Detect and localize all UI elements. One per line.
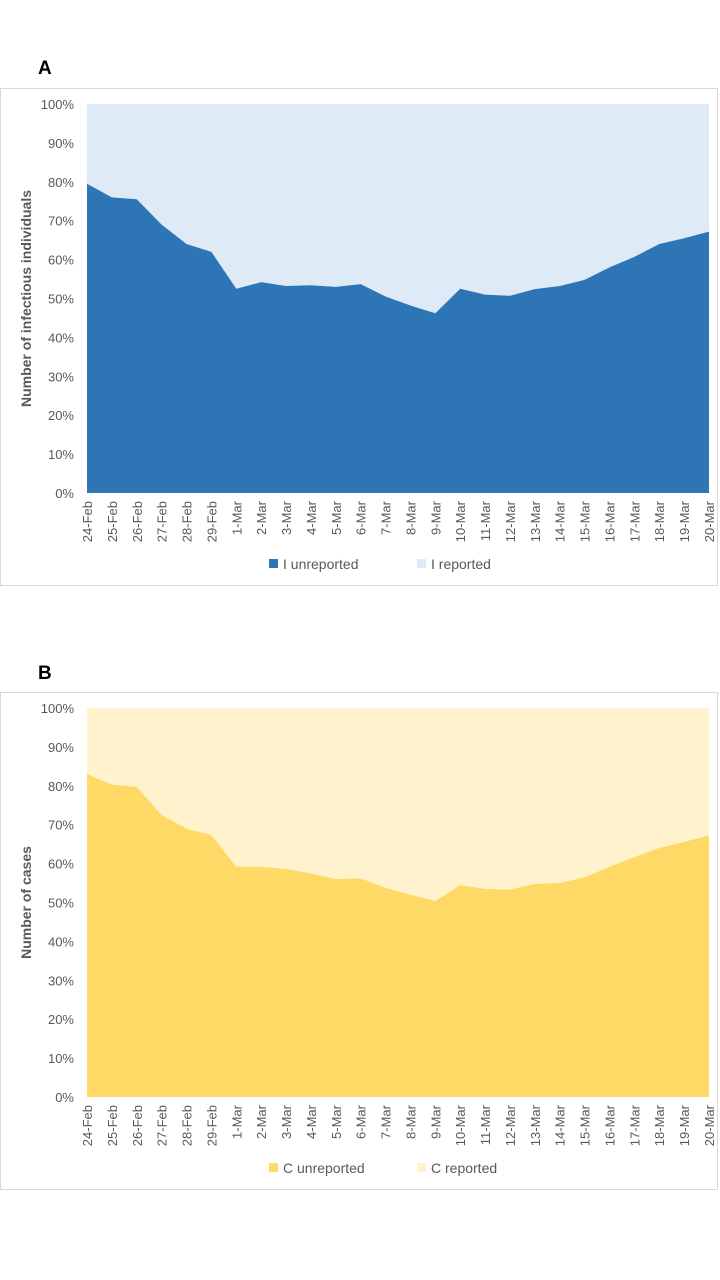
y-tick-label: 90% <box>48 740 74 755</box>
x-tick-label: 15-Mar <box>578 500 593 542</box>
x-tick-label: 13-Mar <box>528 500 543 542</box>
y-tick-label: 80% <box>48 779 74 794</box>
x-tick-label: 27-Feb <box>155 1105 170 1146</box>
x-tick-label: 8-Mar <box>403 1104 418 1139</box>
x-tick-label: 17-Mar <box>627 1104 642 1146</box>
x-tick-label: 15-Mar <box>578 1104 593 1146</box>
y-tick-label: 50% <box>48 292 74 307</box>
x-tick-label: 9-Mar <box>428 1104 443 1139</box>
x-tick-label: 14-Mar <box>553 500 568 542</box>
y-axis-label: Number of infectious individuals <box>18 190 34 407</box>
y-tick-label: 40% <box>48 330 74 345</box>
y-tick-label: 0% <box>55 1090 74 1105</box>
y-tick-label: 10% <box>48 447 74 462</box>
legend-swatch <box>417 559 426 568</box>
panel-letter-b: B <box>38 663 52 684</box>
legend-swatch <box>269 559 278 568</box>
y-tick-label: 100% <box>41 701 75 716</box>
x-tick-label: 8-Mar <box>403 500 418 535</box>
x-tick-label: 25-Feb <box>105 1105 120 1146</box>
y-tick-label: 0% <box>55 486 74 501</box>
x-tick-label: 4-Mar <box>304 500 319 535</box>
area-chart-b: 0% 10% 20% 30% 40% 50% 60% 70% 80% 90% 100% 24-Feb 2… <box>18 701 717 1176</box>
legend-label: C unreported <box>283 1160 365 1176</box>
x-tick-label: 19-Mar <box>677 1104 692 1146</box>
y-tick-label: 10% <box>48 1051 74 1066</box>
y-tick-label: 50% <box>48 896 74 911</box>
x-tick-label: 18-Mar <box>652 1104 667 1146</box>
y-tick-label: 100% <box>41 97 75 112</box>
area-series-c-reported <box>87 708 709 901</box>
x-tick-label: 12-Mar <box>503 500 518 542</box>
area-series-i-reported <box>87 104 709 314</box>
y-tick-label: 70% <box>48 214 74 229</box>
chart-panel-a: 0% 10% 20% 30% 40% 50% 60% 70% 80% 90% 100% 24-Feb 2… <box>0 88 718 586</box>
x-tick-label: 13-Mar <box>528 1104 543 1146</box>
x-tick-label: 11-Mar <box>478 500 493 541</box>
legend-label: C reported <box>431 1160 497 1176</box>
y-tick-label: 20% <box>48 408 74 423</box>
y-tick-label: 90% <box>48 136 74 151</box>
panel-letter-a: A <box>38 58 52 79</box>
y-tick-label: 80% <box>48 175 74 190</box>
x-tick-label: 4-Mar <box>304 1104 319 1139</box>
x-tick-label: 5-Mar <box>329 1104 344 1139</box>
x-tick-label: 9-Mar <box>428 500 443 535</box>
x-tick-label: 1-Mar <box>229 500 244 535</box>
x-tick-label: 25-Feb <box>105 501 120 542</box>
y-tick-label: 60% <box>48 253 74 268</box>
x-tick-label: 26-Feb <box>130 501 145 542</box>
y-tick-label: 30% <box>48 369 74 384</box>
legend-label: I reported <box>431 556 491 572</box>
area-series-c-unreported <box>87 774 709 1097</box>
x-tick-label: 18-Mar <box>652 500 667 542</box>
legend-swatch <box>269 1163 278 1172</box>
y-tick-label: 20% <box>48 1012 74 1027</box>
y-tick-label: 40% <box>48 934 74 949</box>
x-tick-label: 29-Feb <box>204 1105 219 1146</box>
x-tick-label: 28-Feb <box>180 501 195 542</box>
x-tick-label: 19-Mar <box>677 500 692 542</box>
chart-panel-b: 0% 10% 20% 30% 40% 50% 60% 70% 80% 90% 100% 24-Feb 2… <box>0 692 718 1190</box>
y-tick-label: 70% <box>48 818 74 833</box>
x-tick-label: 1-Mar <box>229 1104 244 1139</box>
legend-label: I unreported <box>283 556 359 572</box>
x-tick-label: 20-Mar <box>702 500 717 542</box>
x-tick-label: 3-Mar <box>279 500 294 535</box>
x-tick-label: 5-Mar <box>329 500 344 535</box>
x-tick-label: 24-Feb <box>80 501 95 542</box>
x-tick-label: 17-Mar <box>627 500 642 542</box>
x-tick-label: 7-Mar <box>379 1104 394 1139</box>
x-tick-label: 6-Mar <box>354 500 369 535</box>
x-tick-label: 6-Mar <box>354 1104 369 1139</box>
area-series-i-unreported <box>87 183 709 493</box>
x-tick-label: 11-Mar <box>478 1104 493 1145</box>
x-tick-label: 2-Mar <box>254 500 269 535</box>
x-tick-label: 16-Mar <box>602 1104 617 1146</box>
x-tick-label: 24-Feb <box>80 1105 95 1146</box>
y-tick-label: 30% <box>48 973 74 988</box>
x-tick-label: 2-Mar <box>254 1104 269 1139</box>
x-tick-label: 16-Mar <box>602 500 617 542</box>
x-tick-label: 10-Mar <box>453 500 468 542</box>
x-tick-label: 3-Mar <box>279 1104 294 1139</box>
x-tick-label: 26-Feb <box>130 1105 145 1146</box>
y-tick-label: 60% <box>48 857 74 872</box>
x-tick-label: 20-Mar <box>702 1104 717 1146</box>
x-tick-label: 14-Mar <box>553 1104 568 1146</box>
y-axis-label: Number of cases <box>18 846 34 959</box>
x-tick-label: 29-Feb <box>204 501 219 542</box>
x-tick-label: 7-Mar <box>379 500 394 535</box>
legend-swatch <box>417 1163 426 1172</box>
x-tick-label: 27-Feb <box>155 501 170 542</box>
x-tick-label: 10-Mar <box>453 1104 468 1146</box>
x-tick-label: 12-Mar <box>503 1104 518 1146</box>
x-tick-label: 28-Feb <box>180 1105 195 1146</box>
area-chart-a: 0% 10% 20% 30% 40% 50% 60% 70% 80% 90% 100% 24-Feb 2… <box>18 97 717 572</box>
